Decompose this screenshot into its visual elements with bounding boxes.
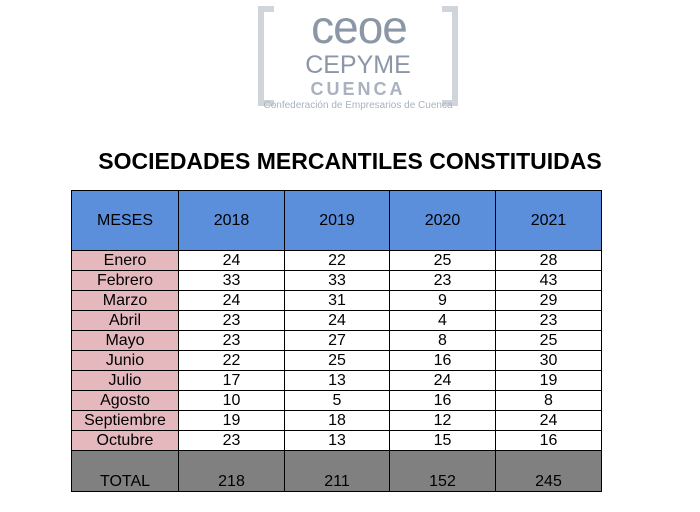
total-value: 218 xyxy=(178,450,285,492)
header-year: 2020 xyxy=(389,190,496,251)
value-cell: 25 xyxy=(389,250,496,271)
month-cell: Abril xyxy=(71,310,179,331)
total-label: TOTAL xyxy=(71,450,179,492)
value-cell: 12 xyxy=(389,410,496,431)
value-cell: 28 xyxy=(495,250,602,271)
value-cell: 24 xyxy=(389,370,496,391)
logo-cepyme: CEPYME xyxy=(305,51,411,79)
logo-cuenca: CUENCA xyxy=(310,79,406,99)
value-cell: 24 xyxy=(178,250,285,271)
value-cell: 5 xyxy=(284,390,390,411)
month-cell: Junio xyxy=(71,350,179,371)
month-cell: Enero xyxy=(71,250,179,271)
header-meses: MESES xyxy=(71,190,179,251)
value-cell: 4 xyxy=(389,310,496,331)
value-cell: 24 xyxy=(495,410,602,431)
value-cell: 31 xyxy=(284,290,390,311)
value-cell: 16 xyxy=(389,390,496,411)
month-cell: Julio xyxy=(71,370,179,391)
value-cell: 25 xyxy=(495,330,602,351)
value-cell: 19 xyxy=(495,370,602,391)
logo-ceoe: ceoe xyxy=(311,1,408,53)
table-row: Abril 23 24 4 23 xyxy=(71,310,602,331)
table-row: Enero 24 22 25 28 xyxy=(71,250,602,271)
value-cell: 16 xyxy=(495,430,602,451)
value-cell: 17 xyxy=(178,370,285,391)
header-year: 2021 xyxy=(495,190,602,251)
value-cell: 23 xyxy=(495,310,602,331)
table-row: Agosto 10 5 16 8 xyxy=(71,390,602,411)
month-cell: Febrero xyxy=(71,270,179,291)
logo: ceoe CEPYME CUENCA Confederación de Empr… xyxy=(258,2,458,114)
month-cell: Agosto xyxy=(71,390,179,411)
table-row: Mayo 23 27 8 25 xyxy=(71,330,602,351)
value-cell: 24 xyxy=(284,310,390,331)
value-cell: 15 xyxy=(389,430,496,451)
month-cell: Mayo xyxy=(71,330,179,351)
value-cell: 23 xyxy=(178,310,285,331)
value-cell: 22 xyxy=(284,250,390,271)
table-row: Septiembre 19 18 12 24 xyxy=(71,410,602,431)
table-row: Marzo 24 31 9 29 xyxy=(71,290,602,311)
value-cell: 25 xyxy=(284,350,390,371)
value-cell: 33 xyxy=(178,270,285,291)
value-cell: 30 xyxy=(495,350,602,371)
total-row: TOTAL 218 211 152 245 xyxy=(71,450,602,492)
logo-subtitle: Confederación de Empresarios de Cuenca xyxy=(263,100,453,111)
total-value: 152 xyxy=(389,450,496,492)
value-cell: 19 xyxy=(178,410,285,431)
page-title: SOCIEDADES MERCANTILES CONSTITUIDAS xyxy=(98,148,602,174)
value-cell: 27 xyxy=(284,330,390,351)
header-row: MESES 2018 2019 2020 2021 xyxy=(71,190,602,251)
logo-bracket-left xyxy=(258,6,274,106)
table-row: Febrero 33 33 23 43 xyxy=(71,270,602,291)
logo-bracket-right xyxy=(442,6,458,106)
value-cell: 23 xyxy=(178,330,285,351)
table-row: Julio 17 13 24 19 xyxy=(71,370,602,391)
value-cell: 10 xyxy=(178,390,285,411)
value-cell: 24 xyxy=(178,290,285,311)
value-cell: 8 xyxy=(389,330,496,351)
header-year: 2019 xyxy=(284,190,390,251)
value-cell: 22 xyxy=(178,350,285,371)
table-row: Octubre 23 13 15 16 xyxy=(71,430,602,451)
value-cell: 23 xyxy=(389,270,496,291)
value-cell: 43 xyxy=(495,270,602,291)
total-value: 245 xyxy=(495,450,602,492)
total-value: 211 xyxy=(284,450,390,492)
month-cell: Octubre xyxy=(71,430,179,451)
data-table: MESES 2018 2019 2020 2021 Enero 24 22 25 28 Febre… xyxy=(71,190,602,492)
month-cell: Marzo xyxy=(71,290,179,311)
value-cell: 23 xyxy=(178,430,285,451)
value-cell: 13 xyxy=(284,370,390,391)
month-cell: Septiembre xyxy=(71,410,179,431)
value-cell: 18 xyxy=(284,410,390,431)
value-cell: 9 xyxy=(389,290,496,311)
value-cell: 13 xyxy=(284,430,390,451)
value-cell: 33 xyxy=(284,270,390,291)
table-row: Junio 22 25 16 30 xyxy=(71,350,602,371)
value-cell: 16 xyxy=(389,350,496,371)
value-cell: 29 xyxy=(495,290,602,311)
value-cell: 8 xyxy=(495,390,602,411)
header-year: 2018 xyxy=(178,190,285,251)
